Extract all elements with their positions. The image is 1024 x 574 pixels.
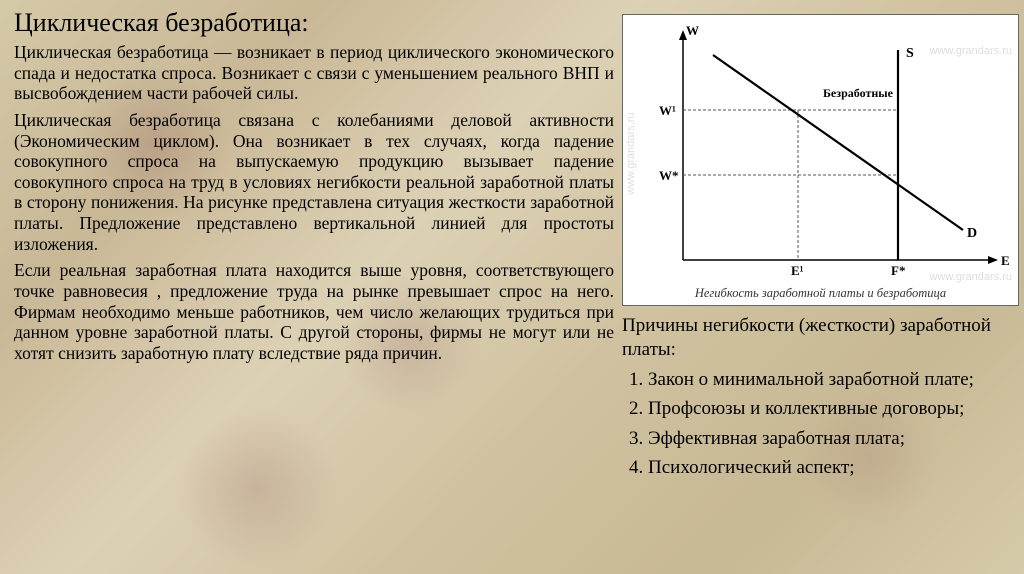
chart-caption: Негибкость заработной платы и безработиц… xyxy=(623,286,1018,301)
watermark-2: www.grandars.ru xyxy=(625,112,637,195)
demand-label: D xyxy=(967,226,977,241)
y-axis-label: W xyxy=(686,23,699,38)
paragraph-3: Если реальная заработная плата находится… xyxy=(14,260,614,363)
page-title: Циклическая безработица: xyxy=(14,8,614,38)
list-item: Профсоюзы и коллективные договоры; xyxy=(648,395,1019,423)
list-item: Закон о минимальной заработной плате; xyxy=(648,366,1019,394)
watermark-1: www.grandars.ru xyxy=(929,45,1012,57)
w1-label: W¹ xyxy=(659,103,676,118)
list-item: Эффективная заработная плата; xyxy=(648,425,1019,453)
causes-list: Закон о минимальной заработной плате; Пр… xyxy=(622,366,1019,482)
watermark-3: www.grandars.ru xyxy=(929,271,1012,283)
supply-label: S xyxy=(906,46,914,61)
unemployed-label: Безработные xyxy=(823,86,894,100)
fstar-label: F* xyxy=(891,263,905,278)
wage-rigidity-chart: W E W¹ W* E¹ F* S D xyxy=(622,14,1019,306)
wstar-label: W* xyxy=(659,168,679,183)
paragraph-2: Циклическая безработица связана с колеба… xyxy=(14,110,614,254)
list-item: Психологический аспект; xyxy=(648,454,1019,482)
causes-title: Причины негибкости (жесткости) заработно… xyxy=(622,314,1019,362)
x-axis-label: E xyxy=(1001,253,1010,268)
paragraph-1: Циклическая безработица — возникает в пе… xyxy=(14,42,614,104)
demand-line xyxy=(713,55,963,230)
e1-label: E¹ xyxy=(791,263,804,278)
